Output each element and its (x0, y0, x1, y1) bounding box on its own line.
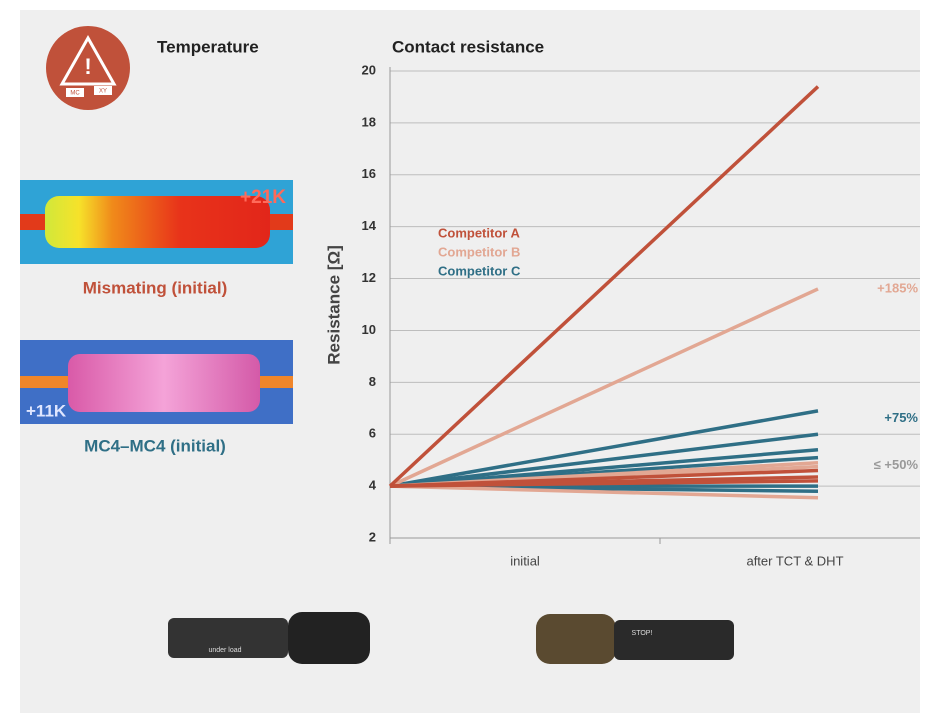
icon-tag (94, 86, 112, 95)
thermal-connector (45, 196, 270, 248)
y-tick-label: 20 (362, 62, 376, 77)
series-line (389, 432, 819, 488)
y-tick-label: 8 (369, 374, 376, 389)
legend-entry: Competitor C (438, 263, 521, 278)
caption: Mismating (initial) (83, 278, 228, 297)
series-line (389, 484, 819, 500)
icon-tag (66, 88, 84, 97)
x-tick-label: after TCT & DHT (746, 553, 843, 568)
thermal-connector (68, 354, 260, 412)
annotation: +75% (884, 410, 918, 425)
y-tick-label: 6 (369, 426, 376, 441)
chart-title: Contact resistance (392, 37, 544, 56)
icon-mark: ! (84, 54, 91, 79)
x-tick-label: initial (510, 553, 540, 568)
annotation: +185% (877, 280, 918, 295)
series-line (388, 85, 820, 488)
delta-label: +21K (240, 187, 286, 208)
y-tick-label: 12 (362, 270, 376, 285)
caption: MC4–MC4 (initial) (84, 436, 226, 455)
y-axis-label: Resistance [Ω] (324, 245, 343, 364)
icon-label: XY (99, 89, 107, 95)
photo-label: under load (208, 647, 241, 654)
delta-label: +11K (26, 401, 67, 420)
y-tick-label: 4 (369, 478, 377, 493)
legend-entry: Competitor A (438, 225, 520, 240)
connector-photo (614, 620, 734, 660)
icon-triangle (59, 34, 117, 86)
section-title: Temperature (157, 37, 259, 56)
y-tick-label: 14 (362, 218, 377, 233)
connector-photo (536, 614, 616, 664)
y-tick-label: 2 (369, 529, 376, 544)
annotation: ≤ +50% (874, 457, 919, 472)
y-tick-label: 16 (362, 166, 376, 181)
y-tick-label: 10 (362, 322, 376, 337)
photo-label: STOP! (632, 630, 653, 637)
icon-label: MC (70, 91, 80, 97)
series-line (389, 409, 819, 488)
connector-photo (168, 618, 288, 658)
series-line (389, 287, 819, 488)
y-tick-label: 18 (362, 114, 376, 129)
series-line (389, 479, 819, 488)
legend-entry: Competitor B (438, 244, 520, 259)
connector-photo (288, 612, 370, 664)
